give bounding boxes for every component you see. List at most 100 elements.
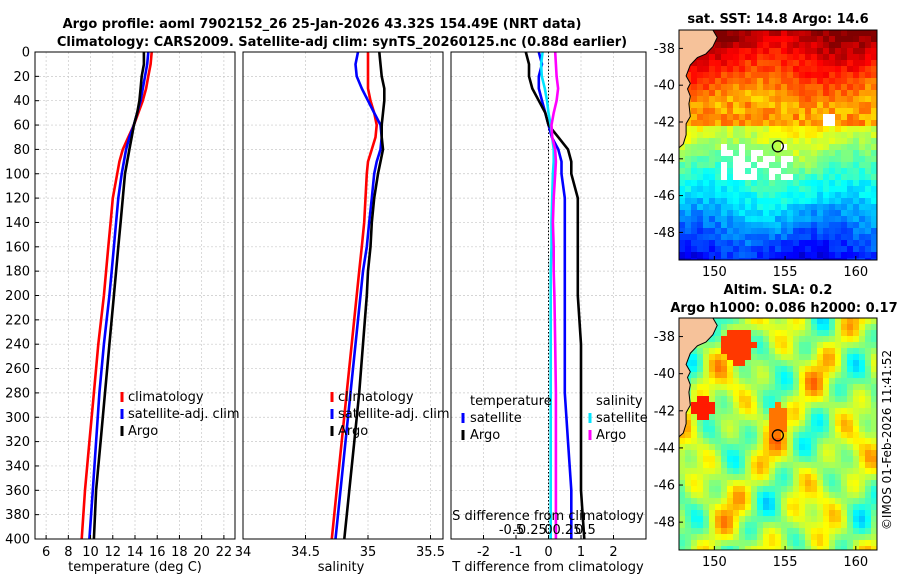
heatmap-cell xyxy=(847,540,854,547)
heatmap-cell xyxy=(727,444,734,451)
heatmap-cell xyxy=(733,510,740,517)
heatmap-cell xyxy=(775,216,782,223)
heatmap-cell xyxy=(799,450,806,457)
heatmap-cell xyxy=(853,348,860,355)
heatmap-cell xyxy=(781,48,788,55)
heatmap-cell xyxy=(799,516,806,523)
heatmap-cell xyxy=(787,228,794,235)
heatmap-cell xyxy=(835,366,842,373)
heatmap-cell xyxy=(817,60,824,67)
heatmap-cell xyxy=(721,342,728,349)
heatmap-cell xyxy=(835,336,842,343)
heatmap-cell xyxy=(805,30,812,37)
heatmap-cell xyxy=(835,138,842,145)
x-tick-label: 34.5 xyxy=(291,545,320,560)
y-tick-label: 240 xyxy=(5,338,30,353)
heatmap-cell xyxy=(775,348,782,355)
heatmap-cell xyxy=(793,372,800,379)
heatmap-cell xyxy=(775,372,782,379)
heatmap-cell xyxy=(829,54,836,61)
heatmap-cell xyxy=(721,354,728,361)
heatmap-cell xyxy=(733,486,740,493)
heatmap-cell xyxy=(871,156,878,163)
heatmap-cell xyxy=(841,414,848,421)
heatmap-cell xyxy=(685,258,692,261)
heatmap-cell xyxy=(739,84,746,91)
heatmap-cell xyxy=(835,450,842,457)
heatmap-cell xyxy=(799,492,806,499)
heatmap-cell xyxy=(853,84,860,91)
heatmap-cell xyxy=(859,396,866,403)
heatmap-cell xyxy=(709,510,716,517)
heatmap-cell xyxy=(847,42,854,49)
heatmap-cell xyxy=(829,528,836,535)
heatmap-cell xyxy=(805,336,812,343)
heatmap-cell xyxy=(799,438,806,445)
heatmap-cell xyxy=(745,420,752,427)
y-tick-label: 0 xyxy=(22,46,30,61)
heatmap-cell xyxy=(865,516,872,523)
heatmap-cell xyxy=(799,378,806,385)
heatmap-cell xyxy=(859,378,866,385)
heatmap-cell xyxy=(691,234,698,241)
heatmap-cell xyxy=(721,372,728,379)
heatmap-cell xyxy=(691,372,698,379)
heatmap-cell xyxy=(823,150,830,157)
heatmap-cell xyxy=(823,342,830,349)
heatmap-cell xyxy=(805,204,812,211)
heatmap-cell xyxy=(745,150,752,157)
heatmap-cell xyxy=(811,36,818,43)
heatmap-cell xyxy=(787,372,794,379)
heatmap-cell xyxy=(847,480,854,487)
heatmap-cell xyxy=(823,384,830,391)
difference-xlabel: T difference from climatology xyxy=(451,560,644,575)
heatmap-cell xyxy=(799,402,806,409)
heatmap-cell xyxy=(697,102,704,109)
heatmap-cell xyxy=(739,258,746,261)
heatmap-cell xyxy=(739,540,746,547)
heatmap-cell xyxy=(829,324,836,331)
heatmap-cell xyxy=(727,384,734,391)
heatmap-cell xyxy=(847,432,854,439)
heatmap-cell xyxy=(679,168,686,175)
heatmap-cell xyxy=(799,420,806,427)
x-tick-label: 14 xyxy=(127,545,144,560)
heatmap-cell xyxy=(853,108,860,115)
heatmap-cell xyxy=(835,192,842,199)
heatmap-cell xyxy=(847,258,854,261)
heatmap-cell xyxy=(865,360,872,367)
heatmap-cell xyxy=(859,426,866,433)
heatmap-cell xyxy=(781,204,788,211)
heatmap-cell xyxy=(697,168,704,175)
heatmap-cell xyxy=(847,450,854,457)
heatmap-cell xyxy=(859,534,866,541)
heatmap-cell xyxy=(751,450,758,457)
heatmap-cell xyxy=(811,480,818,487)
heatmap-cell xyxy=(697,186,704,193)
heatmap-cell xyxy=(685,480,692,487)
heatmap-cell xyxy=(865,54,872,61)
heatmap-cell xyxy=(733,546,740,551)
heatmap-cell xyxy=(853,420,860,427)
heatmap-cell xyxy=(787,516,794,523)
heatmap-cell xyxy=(817,408,824,415)
heatmap-cell xyxy=(847,360,854,367)
heatmap-cell xyxy=(697,144,704,151)
heatmap-cell xyxy=(763,192,770,199)
heatmap-cell xyxy=(859,36,866,43)
heatmap-cell xyxy=(775,396,782,403)
heatmap-cell xyxy=(733,396,740,403)
heatmap-cell xyxy=(775,258,782,261)
series-line-satellite-temperature xyxy=(537,51,573,539)
heatmap-cell xyxy=(847,54,854,61)
heatmap-cell xyxy=(679,462,686,469)
heatmap-cell xyxy=(715,426,722,433)
heatmap-cell xyxy=(721,36,728,43)
heatmap-cell xyxy=(727,438,734,445)
heatmap-cell xyxy=(799,42,806,49)
heatmap-cell xyxy=(859,246,866,253)
heatmap-cell xyxy=(853,96,860,103)
heatmap-cell xyxy=(739,240,746,247)
heatmap-cell xyxy=(787,390,794,397)
heatmap-cell xyxy=(871,432,878,439)
